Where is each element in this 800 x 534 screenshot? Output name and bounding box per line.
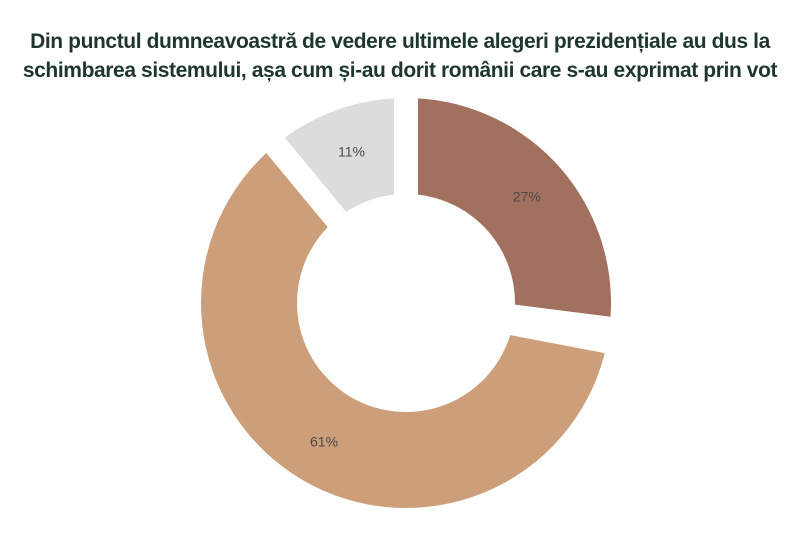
slice-label-27: 27% [513, 188, 541, 204]
chart-title: Din punctul dumneavoastră de vedere ulti… [0, 27, 800, 85]
slice-label-61: 61% [310, 433, 338, 449]
donut-slice-61[interactable] [201, 152, 605, 509]
donut-slice-11[interactable] [284, 98, 394, 212]
donut-slice-27[interactable] [418, 98, 611, 317]
chart-title-line-1: Din punctul dumneavoastră de vedere ulti… [30, 30, 770, 53]
chart-title-line-2: schimbarea sistemului, așa cum și-au dor… [22, 59, 778, 82]
slice-label-11: 11% [338, 143, 365, 159]
